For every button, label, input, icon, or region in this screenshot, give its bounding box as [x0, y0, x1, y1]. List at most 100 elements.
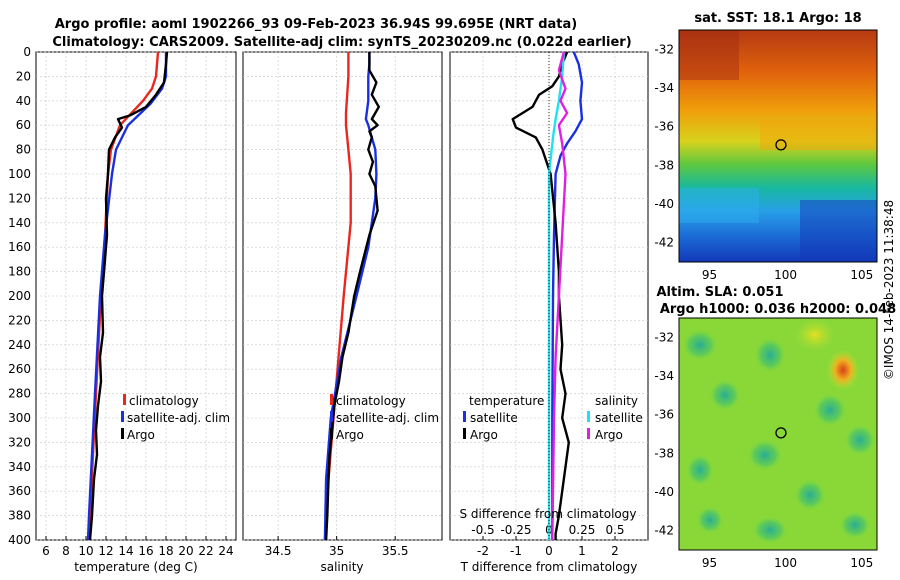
x-tick-label: 35.5: [382, 544, 409, 558]
x-tick-label: 1: [578, 544, 586, 558]
lon-tick-label: 100: [774, 556, 797, 570]
depth-tick-label: 400: [8, 533, 31, 547]
x-tick-label: 35: [329, 544, 344, 558]
x-tick-label: -2: [477, 544, 489, 558]
sla-heatmap: [679, 318, 877, 550]
legend-swatch-sal-satellite: [587, 411, 590, 422]
depth-tick-label: 40: [16, 94, 31, 108]
argo-position-marker: [775, 139, 787, 151]
sst-cold-patch: [800, 200, 877, 262]
depth-tick-label: 260: [8, 362, 31, 376]
sla-map-title-line2: Argo h1000: 0.036 h2000: 0.048: [660, 302, 896, 317]
sla-blob: [754, 337, 786, 373]
difference-legend: temperature satellite Argo salinity sate…: [463, 394, 643, 442]
lon-tick-label: 100: [774, 268, 797, 282]
depth-tick-label: 100: [8, 167, 31, 181]
s-tick-label: 0.25: [569, 523, 596, 537]
lat-tick-label: -42: [654, 524, 674, 538]
sla-map-frame: [678, 317, 878, 551]
sla-blob: [752, 516, 788, 544]
depth-tick-label: 200: [8, 289, 31, 303]
sla-blob: [682, 329, 718, 361]
legend-swatch-climatology: [330, 394, 333, 405]
lat-tick-label: -40: [654, 485, 674, 499]
series-line-argo: [324, 52, 380, 541]
argo-position-marker: [775, 427, 787, 439]
depth-tick-label: 160: [8, 240, 31, 254]
series-line-salinity-argo: [551, 51, 569, 541]
sst-map-panel: sat. SST: 18.1 Argo: 18 95 100 105 -32-34-…: [654, 11, 878, 282]
lat-tick-label: -42: [654, 236, 674, 250]
sla-map-title-line1: Altim. SLA: 0.051: [657, 285, 784, 300]
depth-tick-label: 300: [8, 411, 31, 425]
x-tick-label: 18: [158, 544, 173, 558]
depth-tick-labels: 0 20 40 60 80 100 120 140 160 180 200 220 240 260 280 3…: [8, 45, 31, 547]
sla-blob: [839, 511, 871, 539]
sst-patch: [760, 120, 877, 150]
lat-tick-label: -38: [654, 158, 674, 172]
legend-swatch-argo: [121, 428, 124, 439]
copyright-stamp: ©IMOS 14-Feb-2023 11:38:48: [882, 200, 896, 380]
temperature-panel: 0 20 40 60 80 100 120 140 160 180 200 220 240 260 280 3…: [8, 45, 237, 574]
t-difference-xlabel: T difference from climatology: [460, 560, 638, 574]
lon-tick-label: 95: [702, 556, 717, 570]
sla-map-panel: Altim. SLA: 0.051 Argo h1000: 0.036 h200…: [654, 285, 896, 570]
difference-panel: -2 -1 0 1 2 -0.5 -0.25 0 0.25 0.5 T difference f…: [449, 51, 649, 574]
lon-tick-label: 105: [850, 556, 873, 570]
depth-tick-label: 140: [8, 216, 31, 230]
temperature-legend: climatology satellite-adj. clim Argo: [121, 394, 230, 442]
depth-tick-label: 220: [8, 313, 31, 327]
sla-blob: [827, 350, 859, 390]
sla-lat-tick-labels: -32 -34 -36 -38 -40 -42: [654, 330, 674, 537]
legend-argo: Argo: [336, 428, 364, 442]
series-line-temperature-satellite: [551, 51, 584, 540]
legend-temp-satellite: satellite: [470, 411, 518, 425]
legend-swatch-satellite-adj: [121, 411, 124, 422]
x-tick-label: 0: [545, 544, 553, 558]
depth-tick-label: 20: [16, 69, 31, 83]
depth-tick-label: 280: [8, 387, 31, 401]
salinity-lines: [323, 52, 380, 541]
legend-swatch-temp-satellite: [463, 411, 466, 422]
lat-tick-label: -32: [654, 330, 674, 344]
series-line-satellite-adj-clim: [323, 52, 378, 541]
lat-tick-label: -34: [654, 369, 674, 383]
x-tick-label: 8: [62, 544, 70, 558]
sla-blob: [794, 479, 826, 511]
lat-tick-label: -38: [654, 446, 674, 460]
legend-climatology: climatology: [336, 394, 406, 408]
x-tick-label: 24: [218, 544, 233, 558]
sst-lon-tick-labels: 95 100 105: [702, 268, 873, 282]
lat-tick-label: -32: [654, 42, 674, 56]
legend-swatch-temp-argo: [463, 428, 466, 439]
sst-map-title: sat. SST: 18.1 Argo: 18: [694, 11, 861, 26]
lon-tick-label: 105: [850, 268, 873, 282]
sla-blob: [813, 393, 847, 427]
lon-tick-label: 95: [702, 268, 717, 282]
legend-salinity-heading: salinity: [595, 394, 638, 408]
x-tick-label: 12: [98, 544, 113, 558]
legend-satellite-adj: satellite-adj. clim: [336, 411, 439, 425]
x-tick-label: 20: [178, 544, 193, 558]
x-tick-label: 14: [118, 544, 133, 558]
temperature-lines: [86, 51, 169, 541]
legend-swatch-sal-argo: [587, 428, 590, 439]
sla-blob: [686, 454, 714, 486]
legend-swatch-climatology: [123, 394, 126, 405]
salinity-tick-labels: 34.5 35 35.5: [265, 544, 409, 558]
s-difference-xlabel: S difference from climatology: [460, 507, 637, 521]
depth-tick-label: 320: [8, 435, 31, 449]
figure-title-line2: Climatology: CARS2009. Satellite-adj cli…: [52, 35, 631, 50]
sst-warm-patch: [679, 30, 739, 80]
salinity-panel: 34.5 35 35.5 salinity climatology satellit…: [242, 51, 443, 574]
x-tick-label: -1: [510, 544, 522, 558]
salinity-grid: [243, 51, 442, 541]
sla-blob: [844, 424, 876, 456]
series-line-temperature-argo: [511, 51, 570, 540]
s-tick-label: 0.5: [605, 523, 624, 537]
temperature-grid: [36, 51, 236, 541]
sst-lat-tick-labels: -32 -34 -36 -38 -40 -42: [654, 42, 674, 249]
sla-blob: [747, 439, 783, 471]
salinity-xlabel: salinity: [320, 560, 363, 574]
